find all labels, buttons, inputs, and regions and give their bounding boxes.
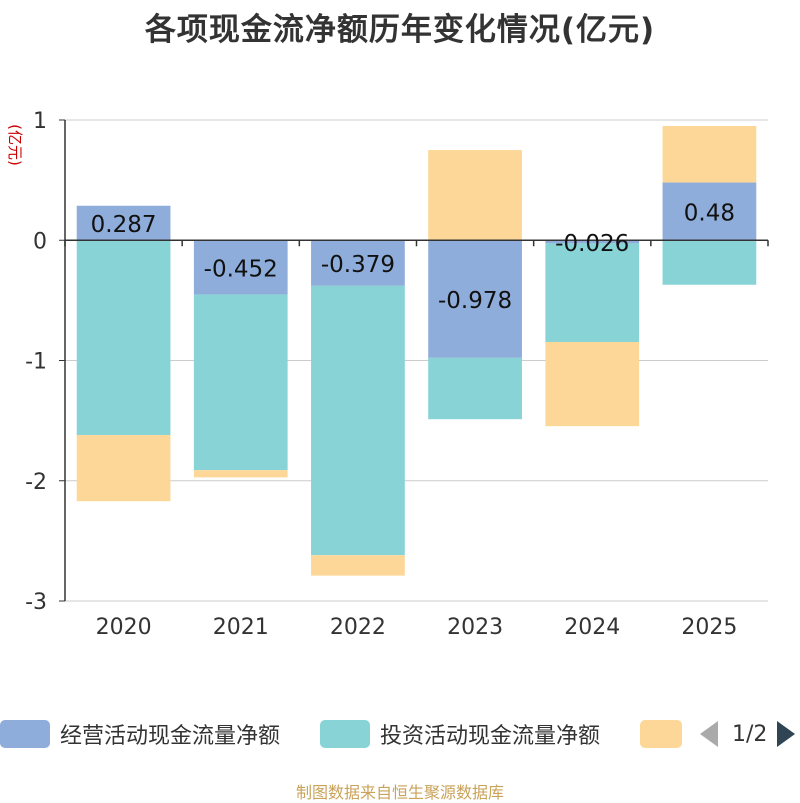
bar-series-2-2021 bbox=[193, 470, 288, 478]
chart-title: 各项现金流净额历年变化情况(亿元) bbox=[144, 12, 656, 48]
data-label: 0.287 bbox=[91, 212, 157, 238]
bar-series-1-2023 bbox=[428, 357, 522, 420]
bar-series-1-2022 bbox=[311, 285, 405, 556]
bar-series-2-2024 bbox=[545, 341, 640, 427]
y-tick-label: 1 bbox=[33, 109, 47, 134]
data-label: -0.026 bbox=[555, 231, 629, 257]
legend-label-investing: 投资活动现金流量净额 bbox=[380, 724, 601, 749]
legend-item-operating[interactable]: 经营活动现金流量净额 bbox=[0, 716, 280, 752]
y-tick-label: -3 bbox=[25, 590, 47, 615]
bar-series-0-2021 bbox=[193, 240, 288, 295]
y-tick-label: -1 bbox=[25, 350, 47, 375]
x-tick-label: 2020 bbox=[96, 615, 152, 640]
bar-series-0-2020 bbox=[76, 205, 171, 241]
legend-item-financing[interactable] bbox=[640, 716, 682, 752]
bar-series-1-2020 bbox=[76, 240, 171, 436]
bar-series-0-2022 bbox=[311, 240, 405, 286]
legend-item-investing[interactable]: 投资活动现金流量净额 bbox=[320, 716, 600, 752]
bar-series-0-2024 bbox=[545, 240, 640, 244]
legend-swatch-investing bbox=[320, 720, 370, 748]
x-tick-label: 2022 bbox=[330, 615, 386, 640]
legend-label-operating: 经营活动现金流量净额 bbox=[60, 724, 281, 749]
bar-series-2-2025 bbox=[662, 126, 757, 183]
data-label: 0.48 bbox=[684, 200, 735, 226]
legend-pager: 1/2 bbox=[700, 716, 796, 752]
legend-swatch-operating bbox=[0, 720, 50, 748]
bar-series-1-2024 bbox=[545, 243, 640, 342]
pager-next-icon[interactable] bbox=[777, 721, 796, 747]
y-tick-label: 0 bbox=[33, 229, 47, 254]
x-tick-label: 2025 bbox=[681, 615, 737, 640]
bar-series-1-2025 bbox=[662, 240, 757, 285]
x-tick-label: 2023 bbox=[447, 615, 503, 640]
bar-series-2-2023 bbox=[428, 150, 522, 241]
data-label: -0.452 bbox=[204, 256, 278, 282]
legend: 经营活动现金流量净额 投资活动现金流量净额 bbox=[0, 716, 800, 756]
x-tick-label: 2021 bbox=[213, 615, 269, 640]
pager-prev-icon[interactable] bbox=[700, 721, 718, 747]
x-tick-label: 2024 bbox=[564, 615, 620, 640]
pager-text: 1/2 bbox=[732, 721, 768, 747]
y-axis-label: (亿元) bbox=[6, 124, 24, 166]
bar-series-2-2020 bbox=[76, 435, 171, 502]
bar-series-1-2021 bbox=[193, 294, 288, 471]
data-label: -0.379 bbox=[321, 252, 395, 278]
bar-series-0-2025 bbox=[662, 182, 757, 241]
legend-swatch-financing bbox=[640, 720, 682, 748]
bar-series-2-2022 bbox=[311, 555, 405, 576]
data-label: -0.978 bbox=[438, 288, 512, 314]
bar-series-0-2023 bbox=[428, 240, 522, 358]
y-tick-label: -2 bbox=[25, 470, 47, 495]
footer-source: 制图数据来自恒生聚源数据库 bbox=[295, 783, 504, 802]
